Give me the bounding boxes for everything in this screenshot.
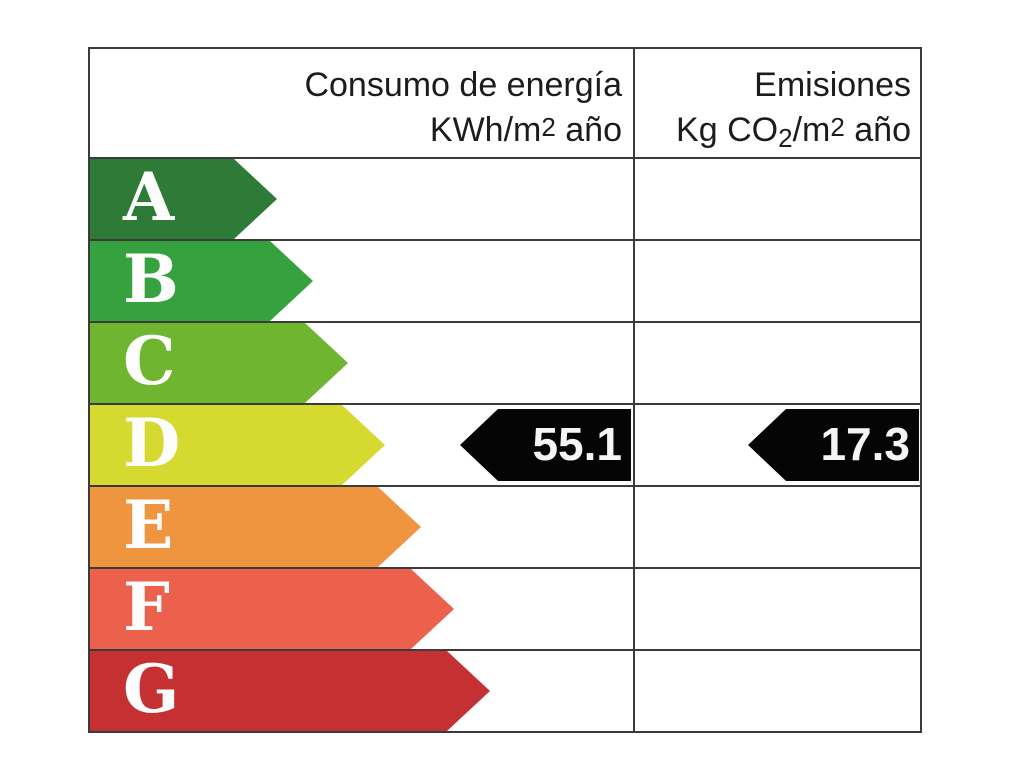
rating-row-f: F — [90, 569, 920, 651]
rating-row-e: E — [90, 487, 920, 569]
rating-arrow-a: A — [90, 159, 277, 239]
energy-rating-scale: A B C D 55.1 17.3 E F G — [90, 159, 920, 731]
rating-letter-d: D — [123, 403, 181, 482]
column-divider — [633, 49, 635, 731]
rating-arrow-d: D — [90, 405, 385, 485]
rating-letter-c: C — [123, 321, 176, 400]
energy-rating-label: Consumo de energía KWh/m2 año Emisiones … — [88, 47, 922, 733]
rating-arrow-b: B — [90, 241, 313, 321]
rating-letter-f: F — [123, 567, 170, 646]
rating-arrow-e: E — [90, 487, 421, 567]
emissions-header: Emisiones Kg CO2/m2 año — [635, 49, 920, 157]
rating-row-g: G — [90, 651, 920, 731]
rating-row-b: B — [90, 241, 920, 323]
emissions-title: Emisiones — [754, 66, 911, 104]
label-header: Consumo de energía KWh/m2 año Emisiones … — [90, 49, 920, 159]
emissions-value-arrow: 17.3 — [748, 409, 919, 481]
rating-row-c: C — [90, 323, 920, 405]
rating-row-a: A — [90, 159, 920, 241]
rating-row-d: D 55.1 17.3 — [90, 405, 920, 487]
rating-arrow-g: G — [90, 651, 490, 731]
consumption-title: Consumo de energía — [304, 66, 622, 104]
rating-arrow-c: C — [90, 323, 348, 403]
rating-letter-g: G — [123, 649, 180, 728]
rating-letter-a: A — [123, 157, 175, 236]
rating-arrow-f: F — [90, 569, 454, 649]
consumption-value-arrow: 55.1 — [460, 409, 631, 481]
consumption-header: Consumo de energía KWh/m2 año — [90, 49, 635, 157]
rating-letter-e: E — [123, 485, 174, 564]
consumption-unit: KWh/m2 año — [429, 111, 622, 149]
rating-letter-b: B — [123, 239, 179, 318]
emissions-unit: Kg CO2/m2 año — [676, 111, 911, 153]
